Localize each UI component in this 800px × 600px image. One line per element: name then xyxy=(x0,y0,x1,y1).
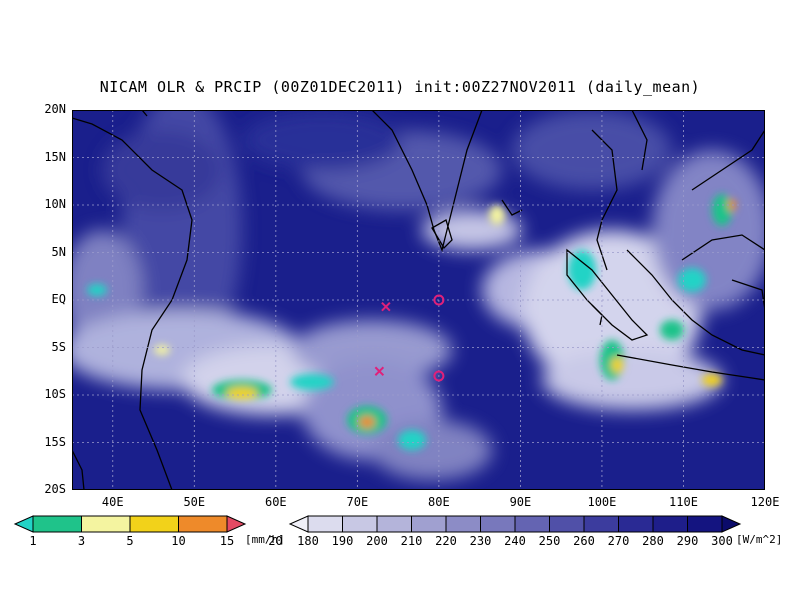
markers xyxy=(374,294,445,382)
lat-label: 5S xyxy=(51,339,66,354)
lon-label: 90E xyxy=(509,495,532,509)
colorbar-tick-label: 240 xyxy=(504,534,526,548)
colorbar-tick-label: 300 xyxy=(711,534,733,548)
colorbar-segment xyxy=(342,515,378,533)
colorbar-tick-label: 190 xyxy=(331,534,354,548)
lon-label: 60E xyxy=(264,495,287,509)
lat-label: 20N xyxy=(44,102,66,116)
colorbar-segment xyxy=(307,515,343,533)
colorbar-right-arrow xyxy=(226,515,247,533)
lon-label: 100E xyxy=(587,495,617,509)
lat-label: EQ xyxy=(51,292,66,306)
cross-marker xyxy=(381,301,391,312)
colorbar-segment xyxy=(583,515,619,533)
colorbar-tick-label: 10 xyxy=(171,534,186,548)
lon-label: 80E xyxy=(428,495,450,509)
olr-unit: [W/m^2] xyxy=(736,533,783,546)
lat-label: 5N xyxy=(51,244,66,259)
lon-label: 120E xyxy=(750,495,780,509)
colorbar-tick-label: 220 xyxy=(435,534,457,548)
lon-label: 50E xyxy=(183,495,206,509)
colorbar-tick-label: 3 xyxy=(77,534,86,548)
colorbar-tick-label: 200 xyxy=(366,534,388,548)
colorbar-tick-label: 210 xyxy=(400,534,423,548)
colorbar-segment xyxy=(129,515,179,533)
precip-cells xyxy=(87,194,736,450)
colorbar-segment xyxy=(687,515,723,533)
precip-colorbar xyxy=(13,515,247,533)
lon-label: 70E xyxy=(346,495,369,509)
colorbar-segment xyxy=(549,515,585,533)
map-frame xyxy=(72,110,765,490)
colorbar-left-arrow xyxy=(288,515,309,533)
colorbar-segment xyxy=(81,515,131,533)
colorbar-segment xyxy=(480,515,516,533)
circle-marker xyxy=(433,294,445,306)
lat-label: 15S xyxy=(44,434,66,449)
colorbar-segment xyxy=(411,515,447,533)
lon-label: 110E xyxy=(669,495,698,509)
precip-unit: [mm/h] xyxy=(245,533,285,546)
colorbar-segment xyxy=(32,515,82,533)
colorbar-tick-label: 260 xyxy=(573,534,595,548)
map-panel xyxy=(72,110,765,490)
colorbar-segment xyxy=(376,515,412,533)
colorbar-tick-label: 180 xyxy=(297,534,319,548)
circle-marker xyxy=(433,370,445,382)
colorbar-left-arrow xyxy=(13,515,34,533)
colorbar-tick-label: 15 xyxy=(219,534,235,548)
colorbar-segment xyxy=(652,515,688,533)
colorbar-segment xyxy=(445,515,481,533)
cross-marker xyxy=(374,366,385,376)
colorbar-segment xyxy=(178,515,228,533)
lat-label: 20S xyxy=(44,482,66,496)
colorbar-tick-label: 1 xyxy=(29,534,37,548)
colorbar-segment xyxy=(618,515,654,533)
colorbar-tick-label: 20 xyxy=(268,534,283,548)
olr-cloud-field xyxy=(72,110,765,480)
lat-label: 10S xyxy=(44,387,66,401)
colorbar-tick-label: 250 xyxy=(538,534,561,548)
graticule xyxy=(72,110,765,490)
colorbar-tick-label: 270 xyxy=(607,534,630,548)
colorbar-tick-label: 280 xyxy=(642,534,664,548)
map-title: NICAM OLR & PRCIP (00Z01DEC2011) init:00… xyxy=(99,78,701,96)
colorbar-tick-label: 5 xyxy=(126,534,134,548)
olr-colorbar xyxy=(288,515,742,533)
colorbar-tick-label: 290 xyxy=(676,534,699,548)
colorbars xyxy=(13,515,742,533)
colorbar-segment xyxy=(514,515,550,533)
colorbar-tick-label: 230 xyxy=(469,534,492,548)
lon-label: 40E xyxy=(101,495,124,509)
colorbar-right-arrow xyxy=(721,515,742,533)
lat-label: 15N xyxy=(44,149,66,164)
lat-label: 10N xyxy=(44,197,66,211)
